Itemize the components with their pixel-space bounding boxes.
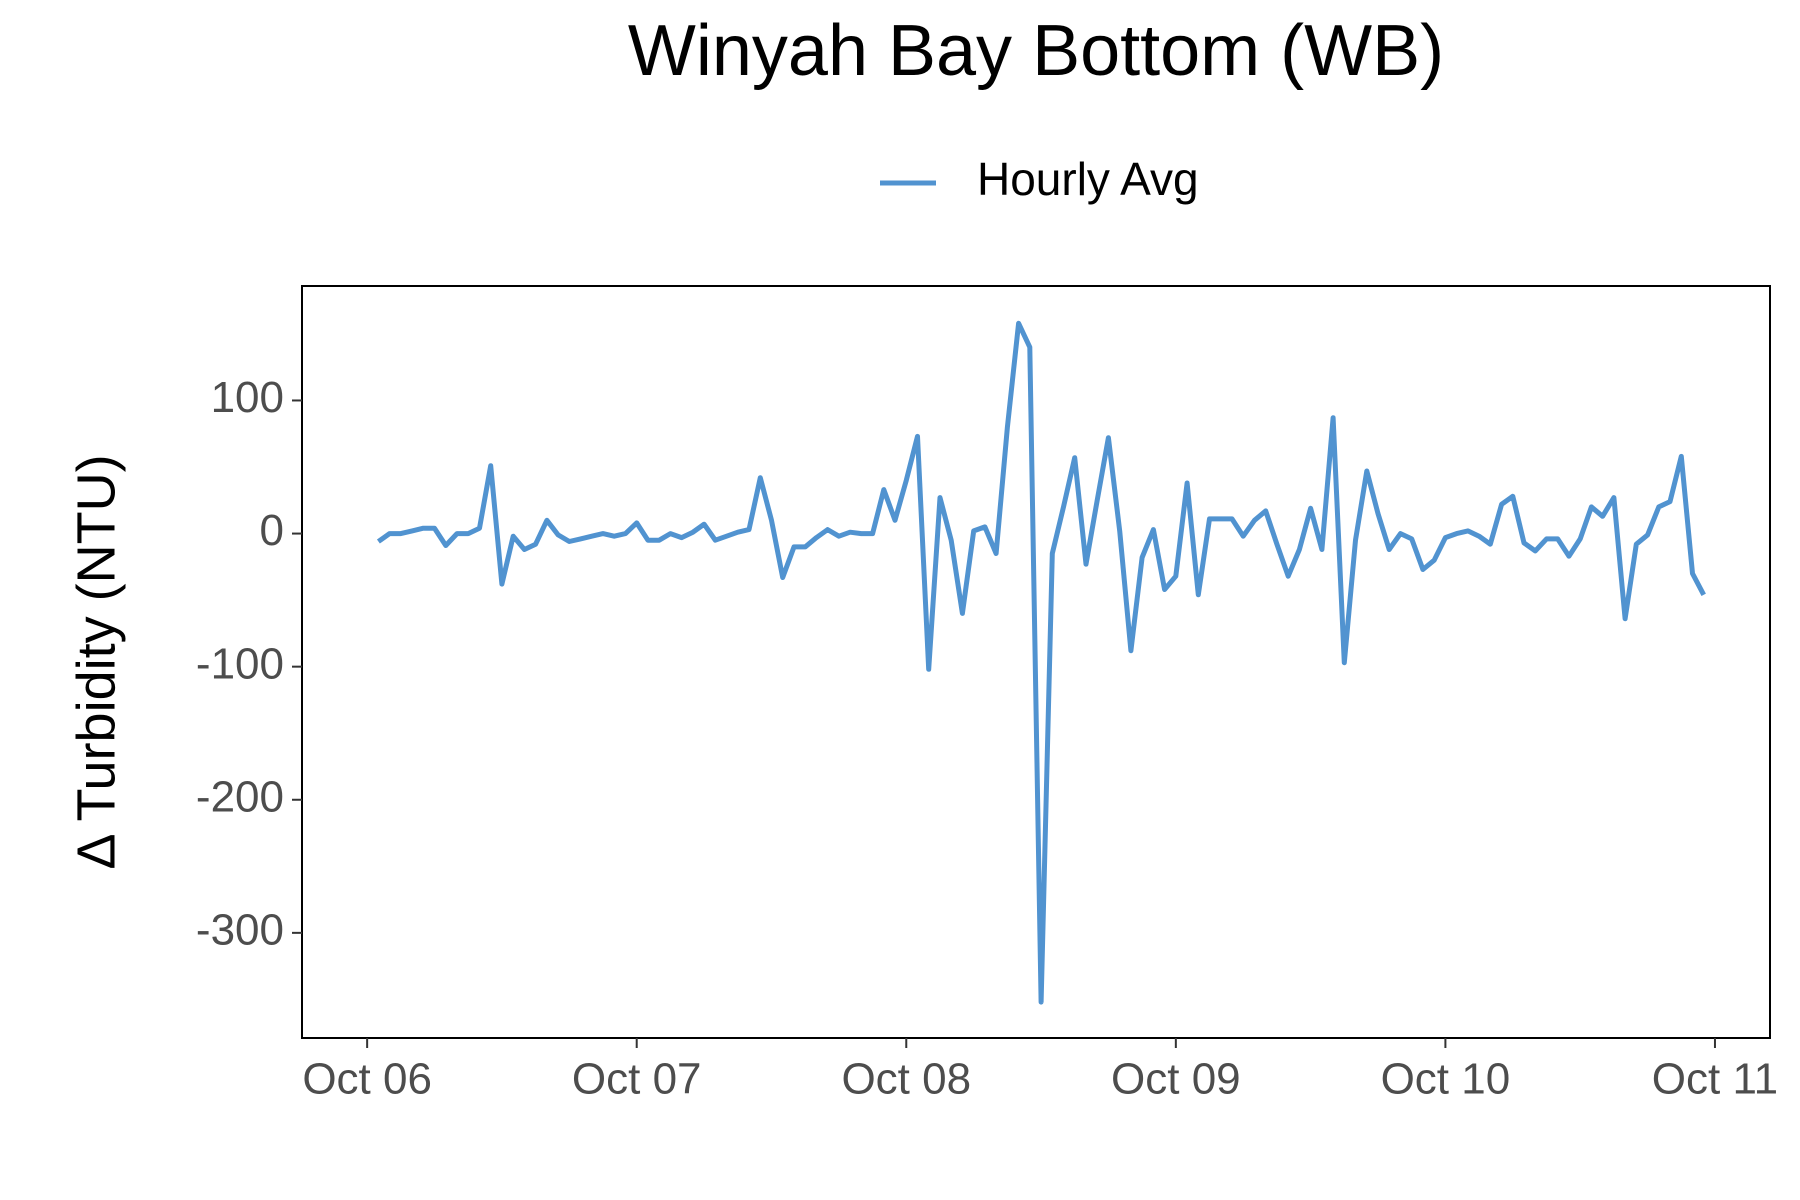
x-tick-label: Oct 07	[572, 1055, 702, 1104]
x-tick-label: Oct 06	[302, 1055, 432, 1104]
x-tick-label: Oct 09	[1111, 1055, 1241, 1104]
chart-title: Winyah Bay Bottom (WB)	[628, 11, 1444, 91]
y-tick-label: -200	[196, 772, 284, 821]
x-tick-label: Oct 11	[1652, 1055, 1778, 1104]
y-axis-label: Δ Turbidity (NTU)	[66, 454, 126, 869]
legend-label: Hourly Avg	[977, 153, 1199, 205]
y-tick-label: -300	[196, 905, 284, 954]
x-tick-label: Oct 08	[841, 1055, 971, 1104]
y-tick-label: 100	[211, 373, 284, 422]
data-line	[376, 320, 1706, 1005]
y-tick-label: 0	[260, 506, 284, 555]
x-tick-label: Oct 10	[1381, 1055, 1511, 1104]
plot-frame	[301, 285, 1771, 1039]
y-tick-label: -100	[196, 639, 284, 688]
